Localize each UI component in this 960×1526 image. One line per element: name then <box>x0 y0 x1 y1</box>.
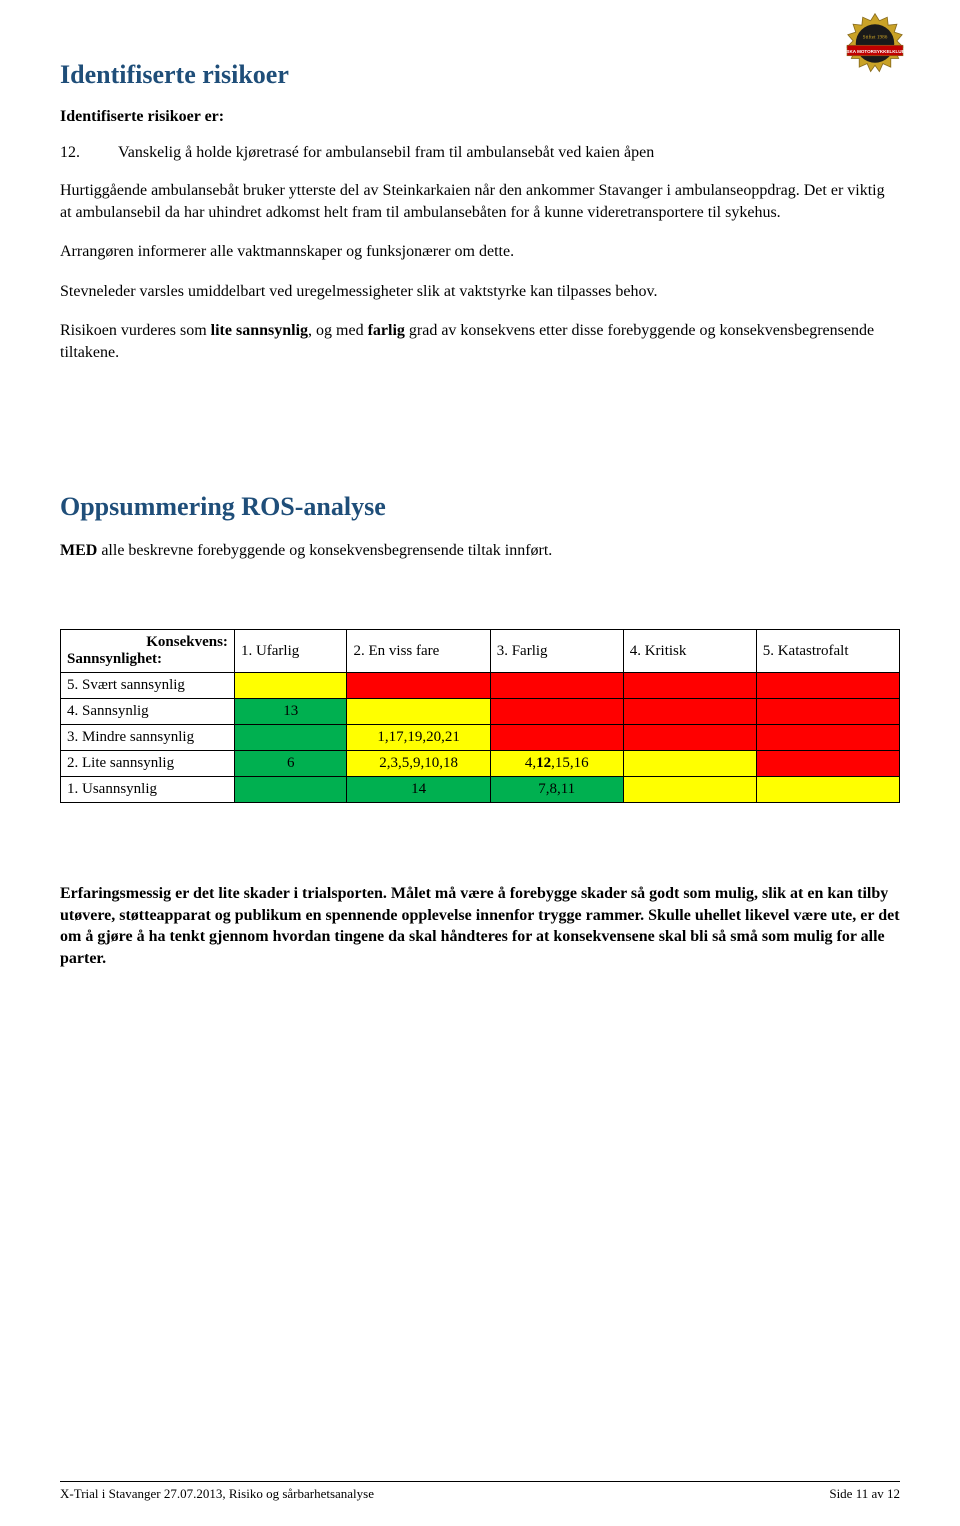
spacer-2 <box>60 579 900 619</box>
row-label: 2. Lite sannsynlig <box>61 751 235 777</box>
risk-cell <box>756 751 899 777</box>
para4-bold1: lite sannsynlig <box>211 322 308 339</box>
risk-cell <box>490 699 623 725</box>
paragraph-2: Arrangøren informerer alle vaktmannskape… <box>60 241 900 263</box>
paragraph-1: Hurtiggående ambulansebåt bruker ytterst… <box>60 180 900 223</box>
risk-cell <box>234 725 347 751</box>
risk-cell <box>347 673 490 699</box>
risk-cell <box>756 777 899 803</box>
spacer <box>60 382 900 472</box>
risk-cell <box>234 777 347 803</box>
row-label: 5. Svært sannsynlig <box>61 673 235 699</box>
risk-cell: 13 <box>234 699 347 725</box>
risk-cell <box>623 699 756 725</box>
table-row: 4. Sannsynlig13 <box>61 699 900 725</box>
para4-mid: , og med <box>308 322 368 339</box>
col-header-5: 5. Katastrofalt <box>756 630 899 673</box>
risk-cell: 7,8,11 <box>490 777 623 803</box>
paragraph-3: Stevneleder varsles umiddelbart ved ureg… <box>60 281 900 303</box>
row-label: 4. Sannsynlig <box>61 699 235 725</box>
header-konsekvens: Konsekvens: <box>67 634 228 651</box>
risk-cell <box>490 725 623 751</box>
club-logo: Stiftet 1986 RISKA MOTORSYKKELKLUBB <box>830 12 920 82</box>
risk-cell <box>490 673 623 699</box>
table-row: 2. Lite sannsynlig62,3,5,9,10,184,12,15,… <box>61 751 900 777</box>
col-header-3: 3. Farlig <box>490 630 623 673</box>
risk-cell: 4,12,15,16 <box>490 751 623 777</box>
page-footer: X-Trial i Stavanger 27.07.2013, Risiko o… <box>60 1481 900 1502</box>
paragraph-4: Risikoen vurderes som lite sannsynlig, o… <box>60 320 900 363</box>
risk-cell: 1,17,19,20,21 <box>347 725 490 751</box>
subheading-identifiserte: Identifiserte risikoer er: <box>60 108 900 126</box>
document-page: Stiftet 1986 RISKA MOTORSYKKELKLUBB Iden… <box>0 0 960 1526</box>
risk-item-number: 12. <box>60 144 88 162</box>
table-row: 5. Svært sannsynlig <box>61 673 900 699</box>
footer-right: Side 11 av 12 <box>829 1486 900 1502</box>
risk-item-text: Vanskelig å holde kjøretrasé for ambulan… <box>118 144 654 162</box>
spacer-3 <box>60 803 900 883</box>
para4-bold2: farlig <box>368 322 405 339</box>
logo-top-text: Stiftet 1986 <box>863 33 888 40</box>
risk-cell <box>756 699 899 725</box>
risk-cell <box>756 725 899 751</box>
header-sannsynlighet: Sannsynlighet: <box>67 651 228 668</box>
heading-oppsummering: Oppsummering ROS-analyse <box>60 492 900 522</box>
row-label: 3. Mindre sannsynlig <box>61 725 235 751</box>
risk-cell: 14 <box>347 777 490 803</box>
para4-pre: Risikoen vurderes som <box>60 322 211 339</box>
risk-cell <box>623 777 756 803</box>
med-line: MED alle beskrevne forebyggende og konse… <box>60 540 900 562</box>
header-axis-label: Konsekvens: Sannsynlighet: <box>61 630 235 673</box>
col-header-4: 4. Kritisk <box>623 630 756 673</box>
med-bold: MED <box>60 542 97 559</box>
risk-cell <box>623 725 756 751</box>
table-row: 1. Usannsynlig 147,8,11 <box>61 777 900 803</box>
risk-cell <box>347 699 490 725</box>
risk-cell: 6 <box>234 751 347 777</box>
risk-matrix-table: Konsekvens: Sannsynlighet: 1. Ufarlig 2.… <box>60 629 900 803</box>
logo-banner-text: RISKA MOTORSYKKELKLUBB <box>842 49 909 54</box>
risk-cell <box>234 673 347 699</box>
row-label: 1. Usannsynlig <box>61 777 235 803</box>
table-header-row: Konsekvens: Sannsynlighet: 1. Ufarlig 2.… <box>61 630 900 673</box>
risk-cell <box>756 673 899 699</box>
heading-identifiserte-risikoer: Identifiserte risikoer <box>60 60 900 90</box>
risk-cell <box>623 673 756 699</box>
risk-item-12: 12. Vanskelig å holde kjøretrasé for amb… <box>60 144 900 162</box>
footer-left: X-Trial i Stavanger 27.07.2013, Risiko o… <box>60 1486 374 1502</box>
risk-cell <box>623 751 756 777</box>
table-row: 3. Mindre sannsynlig 1,17,19,20,21 <box>61 725 900 751</box>
col-header-1: 1. Ufarlig <box>234 630 347 673</box>
med-rest: alle beskrevne forebyggende og konsekven… <box>97 542 552 559</box>
closing-paragraph: Erfaringsmessig er det lite skader i tri… <box>60 883 900 969</box>
risk-cell: 2,3,5,9,10,18 <box>347 751 490 777</box>
col-header-2: 2. En viss fare <box>347 630 490 673</box>
